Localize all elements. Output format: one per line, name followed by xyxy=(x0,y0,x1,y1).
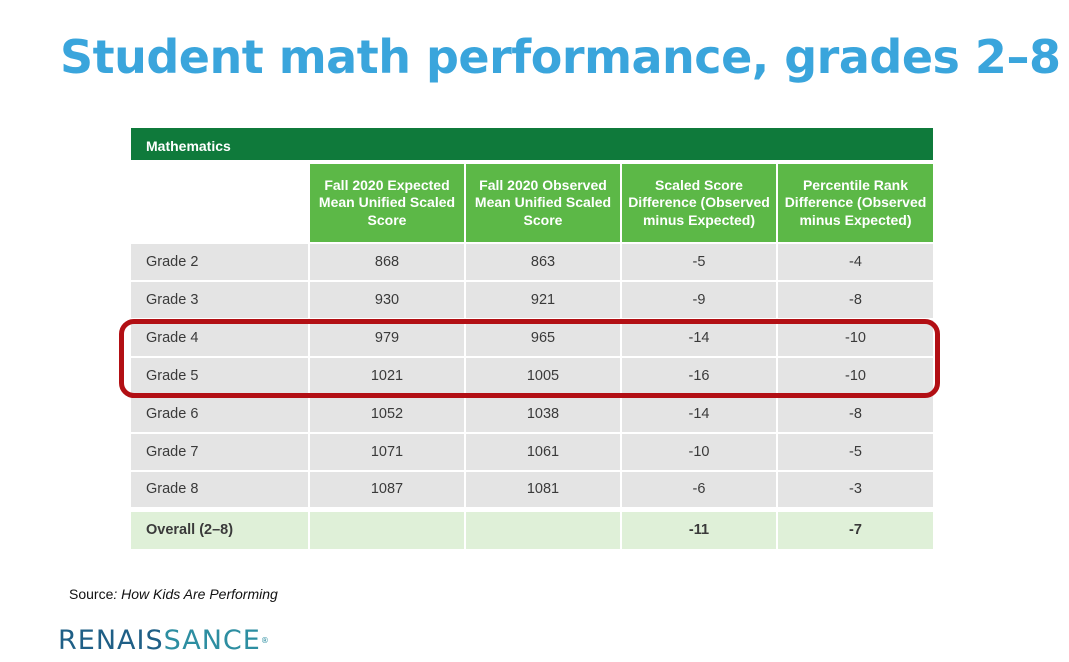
row-label: Grade 3 xyxy=(131,280,309,319)
source-prefix: Source xyxy=(69,586,114,602)
cell-scaled-diff: -11 xyxy=(620,506,777,549)
row-label: Grade 2 xyxy=(131,242,309,281)
cell-scaled-diff: -9 xyxy=(620,280,777,319)
cell-percentile-diff: -10 xyxy=(776,356,933,395)
cell-expected: 1087 xyxy=(308,470,465,509)
table-row: Grade 5 1021 1005 -16 -10 xyxy=(131,356,933,395)
table-row: Grade 6 1052 1038 -14 -8 xyxy=(131,394,933,433)
math-performance-table: Mathematics Fall 2020 Expected Mean Unif… xyxy=(131,128,933,549)
cell-observed: 1061 xyxy=(464,432,621,471)
header-scaled-diff: Scaled Score Difference (Observed minus … xyxy=(620,160,777,243)
header-expected: Fall 2020 Expected Mean Unified Scaled S… xyxy=(308,160,465,243)
cell-scaled-diff: -16 xyxy=(620,356,777,395)
row-label: Grade 7 xyxy=(131,432,309,471)
cell-percentile-diff: -8 xyxy=(776,394,933,433)
cell-percentile-diff: -5 xyxy=(776,432,933,471)
table-row: Grade 2 868 863 -5 -4 xyxy=(131,242,933,281)
table-row: Grade 7 1071 1061 -10 -5 xyxy=(131,432,933,471)
cell-scaled-diff: -6 xyxy=(620,470,777,509)
section-header: Mathematics xyxy=(131,128,933,160)
cell-scaled-diff: -10 xyxy=(620,432,777,471)
cell-observed: 1038 xyxy=(464,394,621,433)
table-row: Grade 8 1087 1081 -6 -3 xyxy=(131,470,933,509)
cell-observed: 863 xyxy=(464,242,621,281)
table-row: Grade 3 930 921 -9 -8 xyxy=(131,280,933,319)
cell-percentile-diff: -7 xyxy=(776,506,933,549)
cell-scaled-diff: -14 xyxy=(620,394,777,433)
cell-observed: 965 xyxy=(464,318,621,357)
registered-mark: ® xyxy=(260,636,270,645)
header-observed: Fall 2020 Observed Mean Unified Scaled S… xyxy=(464,160,621,243)
cell-expected: 979 xyxy=(308,318,465,357)
logo-text-part2: SANCE xyxy=(163,625,261,656)
cell-percentile-diff: -8 xyxy=(776,280,933,319)
cell-percentile-diff: -4 xyxy=(776,242,933,281)
cell-observed xyxy=(464,506,621,549)
data-table: Fall 2020 Expected Mean Unified Scaled S… xyxy=(131,160,933,549)
overall-row: Overall (2–8) -11 -7 xyxy=(131,506,933,549)
cell-expected: 1052 xyxy=(308,394,465,433)
cell-expected: 1071 xyxy=(308,432,465,471)
logo-text-part1: RENAIS xyxy=(58,625,164,656)
cell-observed: 921 xyxy=(464,280,621,319)
cell-scaled-diff: -5 xyxy=(620,242,777,281)
overall-label: Overall (2–8) xyxy=(131,506,309,549)
header-row: Fall 2020 Expected Mean Unified Scaled S… xyxy=(131,160,933,243)
row-label: Grade 8 xyxy=(131,470,309,509)
row-label: Grade 6 xyxy=(131,394,309,433)
header-percentile-diff: Percentile Rank Difference (Observed min… xyxy=(776,160,933,243)
cell-expected xyxy=(308,506,465,549)
cell-expected: 930 xyxy=(308,280,465,319)
cell-observed: 1005 xyxy=(464,356,621,395)
cell-percentile-diff: -3 xyxy=(776,470,933,509)
source-publication: : How Kids Are Performing xyxy=(113,586,278,602)
header-grade xyxy=(131,160,309,243)
row-label: Grade 5 xyxy=(131,356,309,395)
grade-4-5-highlight-box xyxy=(119,319,940,398)
cell-observed: 1081 xyxy=(464,470,621,509)
cell-expected: 1021 xyxy=(308,356,465,395)
renaissance-logo: RENAISSANCE® xyxy=(58,624,270,658)
source-note: Source: How Kids Are Performing xyxy=(69,586,278,602)
cell-expected: 868 xyxy=(308,242,465,281)
page-title: Student math performance, grades 2–8 xyxy=(60,30,1061,84)
